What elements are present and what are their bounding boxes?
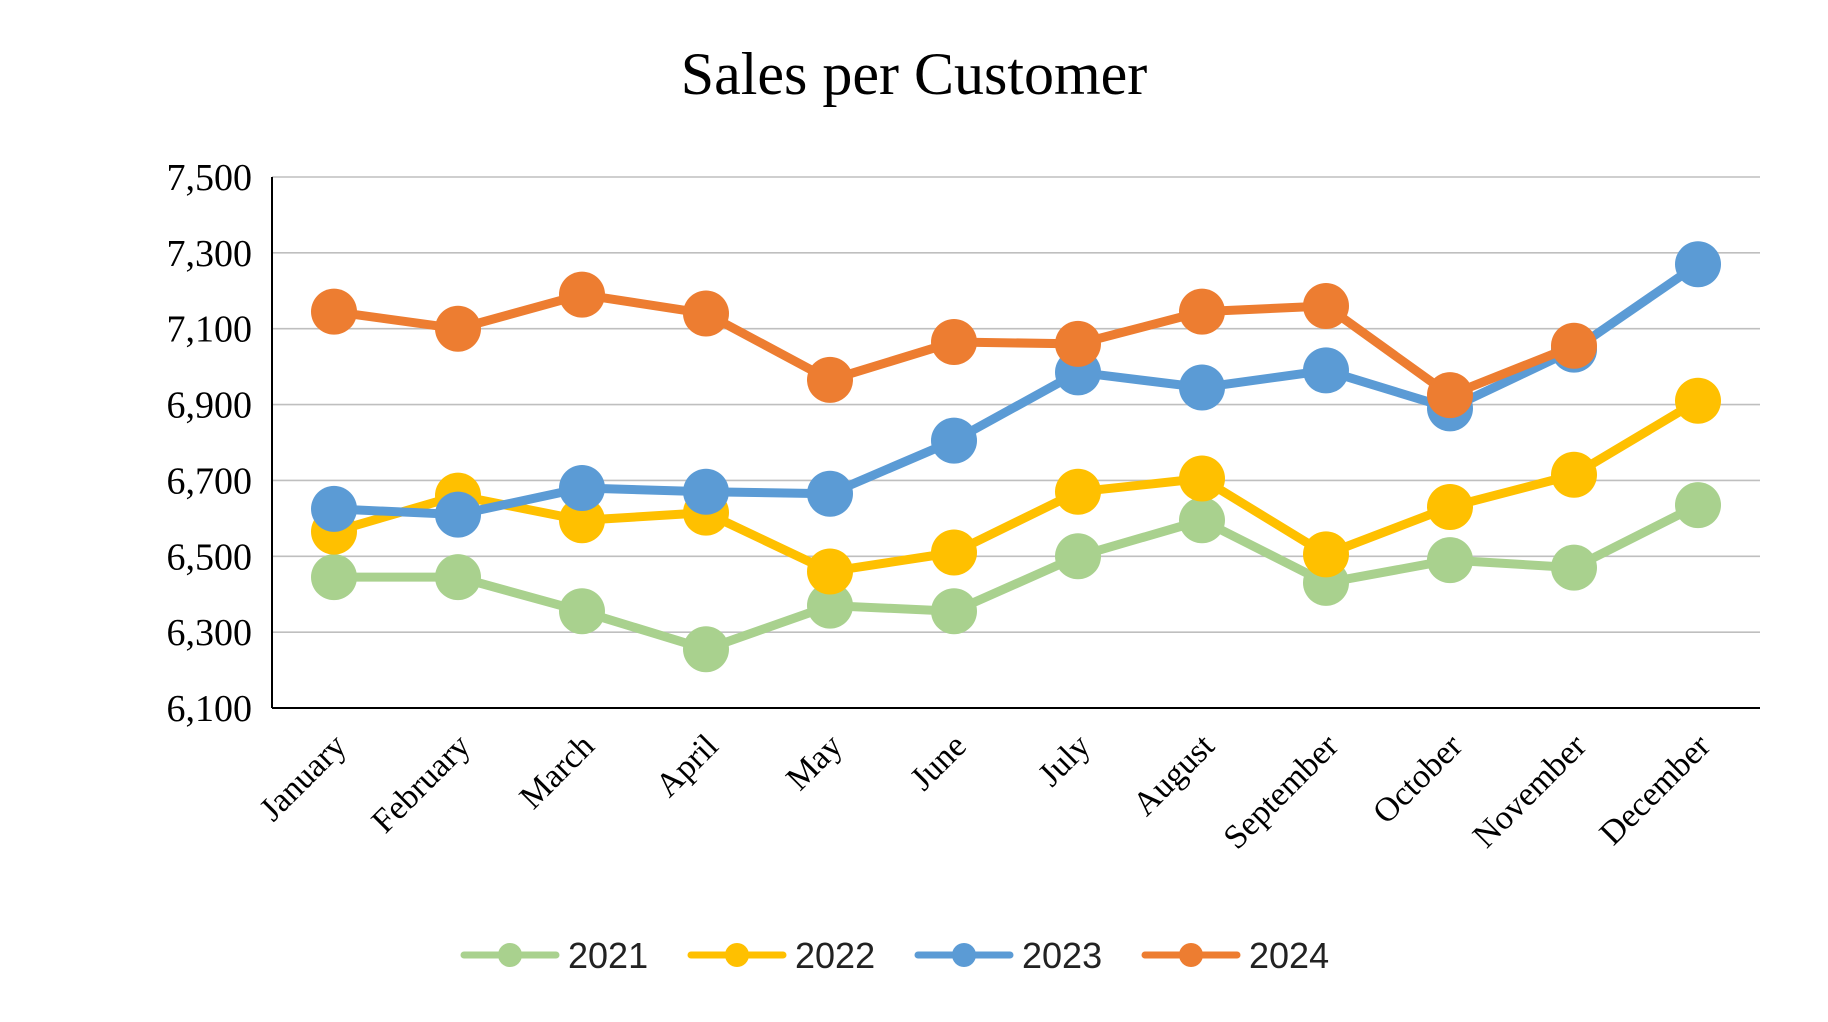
x-tick-label: October	[1366, 727, 1470, 831]
series-2021	[311, 482, 1721, 673]
legend-label: 2022	[795, 935, 875, 976]
data-point	[435, 305, 481, 352]
data-point	[931, 529, 977, 576]
x-tick-label: December	[1593, 727, 1718, 852]
data-point	[1551, 322, 1597, 369]
data-point	[1179, 288, 1225, 335]
series-2024	[311, 271, 1597, 419]
x-tick-label: January	[253, 727, 354, 828]
data-point	[931, 417, 977, 464]
y-tick-label: 6,500	[167, 536, 253, 578]
data-point	[1303, 531, 1349, 578]
data-point	[1675, 482, 1721, 529]
data-point	[559, 588, 605, 635]
y-tick-label: 6,100	[167, 688, 253, 730]
data-point	[683, 626, 729, 673]
data-point	[1055, 533, 1101, 580]
x-tick-label: November	[1466, 727, 1594, 855]
series-2022	[311, 377, 1721, 595]
x-tick-label: August	[1126, 727, 1222, 823]
x-tick-label: February	[365, 727, 478, 840]
y-tick-label: 6,700	[167, 460, 253, 502]
data-point	[1675, 377, 1721, 424]
data-point	[559, 271, 605, 318]
legend-marker	[498, 943, 522, 967]
data-point	[683, 290, 729, 337]
gridlines	[272, 176, 1760, 633]
data-point	[1055, 468, 1101, 515]
data-point	[1551, 544, 1597, 591]
data-point	[807, 548, 853, 595]
data-point	[931, 588, 977, 635]
legend: 2021 2022 2023 2024	[460, 935, 1329, 976]
data-point	[1179, 364, 1225, 411]
series	[311, 241, 1721, 673]
data-point	[1055, 320, 1101, 367]
data-point	[435, 554, 481, 601]
data-point	[931, 318, 977, 365]
data-point	[1675, 241, 1721, 288]
axes	[271, 177, 1760, 709]
legend-label: 2023	[1022, 935, 1102, 976]
legend-item: 2022	[687, 935, 875, 976]
x-tick-label: July	[1031, 727, 1097, 793]
data-point	[1179, 455, 1225, 502]
data-point	[1427, 372, 1473, 419]
x-tick-label: September	[1217, 727, 1346, 856]
data-point	[807, 356, 853, 403]
legend-item: 2023	[914, 935, 1102, 976]
chart-title: Sales per Customer	[681, 41, 1148, 107]
data-point	[1427, 537, 1473, 584]
data-point	[559, 465, 605, 512]
y-tick-label: 6,300	[167, 612, 253, 654]
x-tick-label: March	[513, 727, 602, 816]
series-line	[329, 259, 1703, 520]
x-tick-label: June	[903, 727, 973, 797]
y-tick-label: 7,500	[167, 157, 253, 199]
x-axis-ticks: January February March April May June July Augu…	[253, 727, 1718, 856]
data-point	[807, 582, 853, 629]
y-tick-label: 6,900	[167, 385, 253, 427]
legend-marker	[952, 943, 976, 967]
y-tick-label: 7,100	[167, 309, 253, 351]
data-point	[311, 485, 357, 532]
data-point	[1427, 483, 1473, 530]
legend-label: 2021	[568, 935, 648, 976]
data-point	[1303, 347, 1349, 394]
data-point	[435, 491, 481, 538]
legend-label: 2024	[1249, 935, 1329, 976]
data-point	[311, 288, 357, 335]
legend-marker	[1179, 943, 1203, 967]
legend-marker	[725, 943, 749, 967]
y-tick-label: 7,300	[167, 233, 253, 275]
legend-item: 2021	[460, 935, 648, 976]
legend-item: 2024	[1141, 935, 1329, 976]
data-point	[683, 468, 729, 515]
y-axis-ticks: 6,100 6,300 6,500 6,700 6,900 7,100 7,300 7,500	[167, 157, 253, 730]
series-line	[329, 396, 1703, 576]
data-point	[807, 470, 853, 517]
data-point	[1551, 451, 1597, 498]
data-point	[1303, 282, 1349, 329]
x-tick-label: May	[779, 727, 849, 797]
data-point	[1179, 497, 1225, 544]
data-point	[311, 554, 357, 601]
x-tick-label: April	[649, 727, 726, 804]
data-point	[559, 497, 605, 544]
